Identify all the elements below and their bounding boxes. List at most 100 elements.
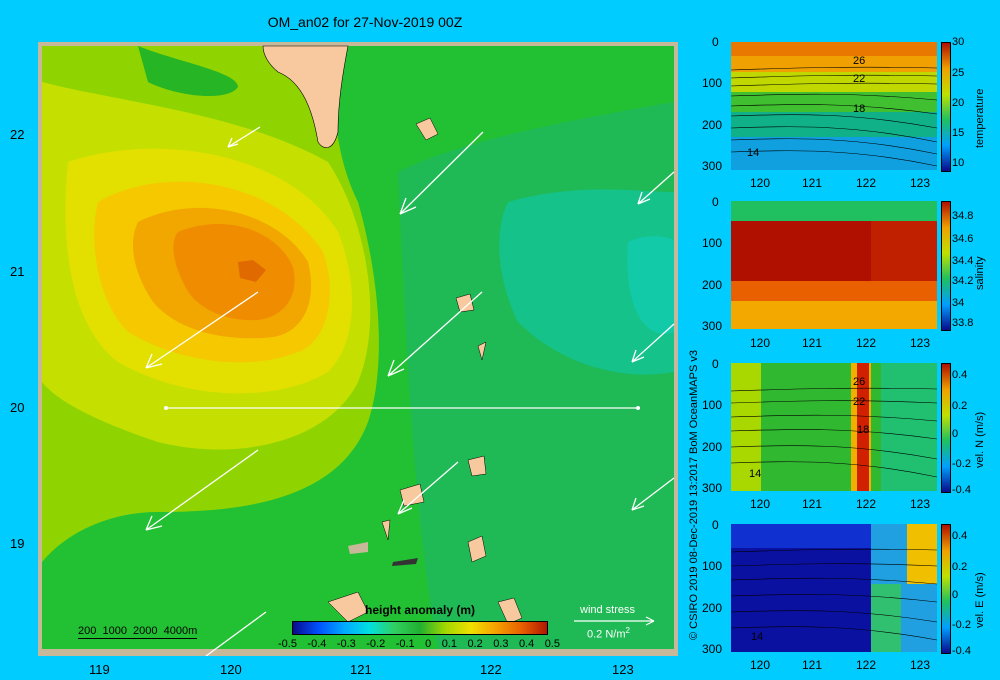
- salinity-section[interactable]: [731, 201, 937, 329]
- colorbar-tick: 0.5: [544, 638, 560, 650]
- salinity-colorbar: [941, 201, 951, 331]
- depth-tick: 100: [702, 398, 723, 412]
- cb-tick: 34: [952, 297, 965, 309]
- section-lon-tick: 120: [750, 336, 771, 350]
- lat-tick: 21: [10, 264, 25, 279]
- section-lon-tick: 122: [856, 658, 877, 672]
- wind-stress-arrow: [574, 616, 655, 626]
- section-lon-tick: 123: [910, 176, 931, 190]
- section-lon-tick: 122: [856, 336, 877, 350]
- lon-tick: 121: [350, 662, 372, 677]
- cb-tick: 0: [952, 428, 959, 440]
- colorbar-tick: -0.2: [366, 638, 386, 650]
- depth-tick: 300: [702, 159, 723, 173]
- depth-tick: 0: [712, 195, 719, 209]
- colorbar-tick: 0: [425, 638, 432, 650]
- section-lon-tick: 121: [802, 658, 823, 672]
- depth-tick: 0: [712, 35, 719, 49]
- depth-tick: 0: [712, 518, 719, 532]
- depth-tick: 100: [702, 76, 723, 90]
- height-anomaly-colorbar: [292, 621, 548, 635]
- lat-tick: 22: [10, 127, 25, 142]
- map-title: OM_an02 for 27-Nov-2019 00Z: [267, 14, 463, 30]
- contour-label: 26: [853, 55, 865, 67]
- vel-n-colorbar: [941, 363, 951, 493]
- cb-tick: 0: [952, 589, 959, 601]
- lat-tick: 20: [10, 400, 25, 415]
- wind-stress-value: 0.2 N/m2: [587, 626, 630, 641]
- vel-n-section[interactable]: 26 22 18 14: [731, 363, 937, 491]
- wind-stress-label: wind stress: [580, 604, 636, 616]
- section-label: vel. E (m/s): [974, 572, 986, 628]
- cb-tick: 0.2: [952, 400, 968, 412]
- section-lon-tick: 121: [802, 176, 823, 190]
- colorbar-tick: -0.3: [336, 638, 356, 650]
- lon-tick: 123: [612, 662, 634, 677]
- contour-label: 18: [853, 103, 865, 115]
- section-lon-tick: 123: [910, 658, 931, 672]
- depth-tick: 0: [712, 357, 719, 371]
- cb-tick: -0.4: [952, 484, 971, 496]
- vel-e-colorbar: [941, 524, 951, 654]
- colorbar-tick: 0.3: [493, 638, 509, 650]
- cb-tick: 30: [952, 36, 965, 48]
- lon-tick: 122: [480, 662, 502, 677]
- contour-label: 22: [853, 396, 865, 408]
- depth-tick: 200: [702, 118, 723, 132]
- lon-tick: 119: [89, 662, 110, 677]
- colorbar-tick: -0.4: [307, 638, 327, 650]
- section-lon-tick: 121: [802, 497, 823, 511]
- temperature-section[interactable]: 26 22 18 14: [731, 42, 937, 170]
- cb-tick: 33.8: [952, 317, 974, 329]
- vel-e-section[interactable]: 14: [731, 524, 937, 652]
- cb-tick: 0.4: [952, 530, 968, 542]
- cb-tick: 0.4: [952, 369, 968, 381]
- section-label: vel. N (m/s): [974, 411, 986, 468]
- cb-tick: 34.4: [952, 255, 974, 267]
- lon-tick: 120: [220, 662, 242, 677]
- lat-tick: 19: [10, 536, 25, 551]
- colorbar-tick: 0.2: [467, 638, 483, 650]
- section-lon-tick: 122: [856, 176, 877, 190]
- contour-label: 14: [749, 468, 761, 480]
- section-lon-tick: 121: [802, 336, 823, 350]
- colorbar-tick: 0.1: [441, 638, 457, 650]
- cb-tick: 0.2: [952, 561, 968, 573]
- section-label: temperature: [974, 88, 986, 148]
- section-label: salinity: [974, 256, 986, 290]
- cb-tick: 34.2: [952, 275, 974, 287]
- temperature-colorbar: [941, 42, 951, 172]
- cb-tick: -0.2: [952, 458, 971, 470]
- colorbar-label: height anomaly (m): [364, 603, 475, 617]
- section-lon-tick: 123: [910, 336, 931, 350]
- section-lon-tick: 120: [750, 658, 771, 672]
- depth-legend: 200 1000 2000 4000m: [78, 625, 198, 639]
- section-lon-tick: 123: [910, 497, 931, 511]
- cb-tick: 34.6: [952, 233, 974, 245]
- cb-tick: 25: [952, 67, 965, 79]
- cb-tick: 34.8: [952, 210, 974, 222]
- cb-tick: -0.4: [952, 645, 971, 657]
- colorbar-tick: 0.4: [518, 638, 535, 650]
- depth-tick: 100: [702, 236, 723, 250]
- depth-tick: 200: [702, 278, 723, 292]
- depth-tick: 300: [702, 642, 723, 656]
- section-lon-tick: 120: [750, 176, 771, 190]
- height-anomaly-map[interactable]: [38, 42, 678, 656]
- section-lon-tick: 122: [856, 497, 877, 511]
- colorbar-ticks: -0.5 -0.4 -0.3 -0.2 -0.1 0 0.1 0.2 0.3 0…: [278, 638, 560, 650]
- depth-tick: 300: [702, 319, 723, 333]
- depth-tick: 200: [702, 601, 723, 615]
- cb-tick: 15: [952, 127, 965, 139]
- cb-tick: 20: [952, 97, 965, 109]
- contour-label: 22: [853, 73, 865, 85]
- cb-tick: 10: [952, 157, 965, 169]
- depth-tick: 200: [702, 440, 723, 454]
- depth-tick: 300: [702, 481, 723, 495]
- cb-tick: -0.2: [952, 619, 971, 631]
- contour-label: 14: [747, 147, 759, 159]
- contour-label: 14: [751, 631, 763, 643]
- colorbar-tick: -0.5: [278, 638, 297, 650]
- depth-tick: 100: [702, 559, 723, 573]
- section-lon-tick: 120: [750, 497, 771, 511]
